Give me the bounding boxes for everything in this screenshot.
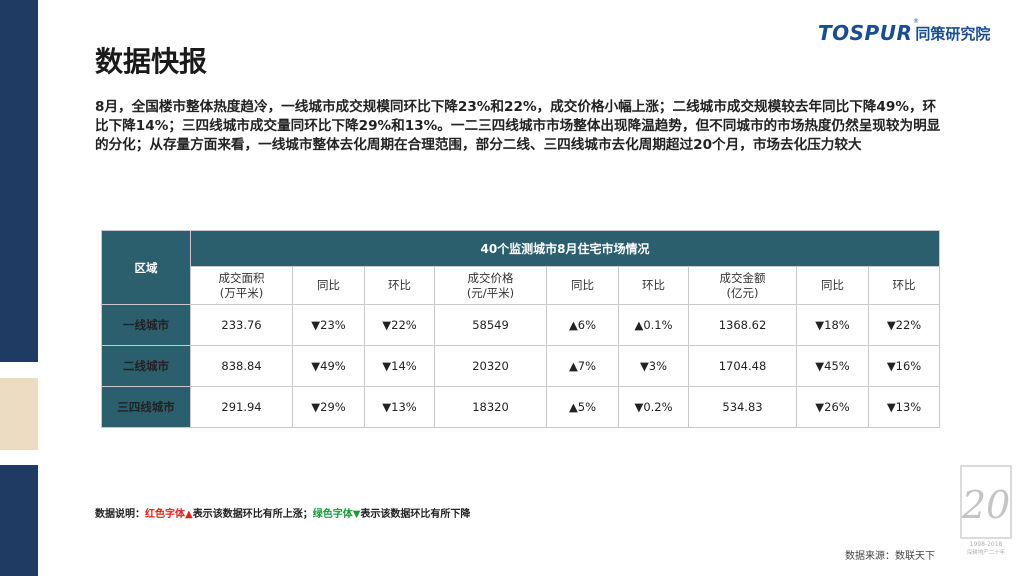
cell-amount-mom: ▼22% (867, 304, 941, 346)
row-region: 一线城市 (101, 304, 191, 346)
page-title: 数据快报 (95, 45, 208, 78)
column-header: 成交金额 (亿元) (688, 266, 797, 305)
data-source: 数据来源：数联天下 (845, 551, 935, 562)
cell-price: 58549 (434, 304, 547, 346)
logo-english: TOSPUR (818, 21, 913, 45)
cell-area: 291.94 (190, 386, 293, 428)
column-header-label: 环比 (642, 278, 665, 292)
column-header-unit: (亿元) (726, 285, 759, 300)
cell-price-mom: ▼0.2% (618, 386, 689, 428)
cell-area: 233.76 (190, 304, 293, 346)
summary-paragraph: 8月，全国楼市整体热度趋冷，一线城市成交规模同环比下降23%和22%，成交价格小… (95, 99, 941, 153)
column-header-unit: (万平米) (219, 285, 264, 300)
column-header-label: 环比 (388, 278, 411, 292)
anniversary-badge: 20 1998-2018 深耕地产二十年 (960, 465, 1012, 556)
column-header: 同比 (546, 266, 619, 305)
table-row: 一线城市 233.76 ▼23% ▼22% 58549 ▲6% ▲0.1% 1368.62 ▼1… (101, 304, 941, 346)
column-header-unit: (元/平米) (466, 285, 515, 300)
cell-amount: 1704.48 (688, 345, 797, 387)
table-main-header: 40个监测城市8月住宅市场情况 (189, 230, 941, 267)
cell-amount: 534.83 (688, 386, 797, 428)
cell-area-yoy: ▼29% (292, 386, 365, 428)
column-header-label: 同比 (317, 278, 340, 292)
row-region: 二线城市 (101, 345, 191, 387)
cell-amount-yoy: ▼18% (796, 304, 869, 346)
badge-years: 1998-2018 (970, 541, 1003, 548)
cell-area: 838.84 (190, 345, 293, 387)
cell-price-yoy: ▲7% (546, 345, 619, 387)
left-band-beige (0, 378, 38, 450)
column-header-label: 成交价格 (467, 270, 514, 285)
cell-price: 20320 (434, 345, 547, 387)
cell-price-yoy: ▲6% (546, 304, 619, 346)
cell-amount: 1368.62 (688, 304, 797, 346)
cell-amount-mom: ▼16% (867, 345, 941, 387)
column-header: 环比 (867, 266, 941, 305)
row-region: 三四线城市 (101, 386, 191, 428)
table-row: 二线城市 838.84 ▼49% ▼14% 20320 ▲7% ▼3% 1704.48 ▼45%… (101, 345, 941, 387)
cell-price: 18320 (434, 386, 547, 428)
table-body: 一线城市 233.76 ▼23% ▼22% 58549 ▲6% ▲0.1% 1368.62 ▼1… (101, 304, 941, 428)
table-row: 三四线城市 291.94 ▼29% ▼13% 18320 ▲5% ▼0.2% 534.83 ▼2… (101, 386, 941, 428)
region-header: 区域 (101, 230, 191, 305)
cell-price-mom: ▲0.1% (618, 304, 689, 346)
cell-area-mom: ▼14% (364, 345, 435, 387)
cell-price-mom: ▼3% (618, 345, 689, 387)
column-header-label: 环比 (892, 278, 916, 292)
cell-area-mom: ▼13% (364, 386, 435, 428)
column-header-label: 成交金额 (719, 270, 766, 285)
column-header: 同比 (292, 266, 365, 305)
note-green-label: 绿色字体▼ (312, 509, 361, 520)
column-header-label: 同比 (571, 278, 594, 292)
column-header: 同比 (796, 266, 869, 305)
cell-area-mom: ▼22% (364, 304, 435, 346)
cell-area-yoy: ▼23% (292, 304, 365, 346)
column-header-label: 同比 (821, 278, 844, 292)
cell-amount-yoy: ▼26% (796, 386, 869, 428)
column-header-row: 成交面积 (万平米) 同比 环比 成交价格 (元/平米) 同比 环比 成交金额 (亿元) 同比 环比 (102, 266, 941, 305)
cell-price-yoy: ▲5% (546, 386, 619, 428)
logo-chinese: 同策研究院 (915, 24, 991, 43)
note-red-label: 红色字体▲ (145, 509, 193, 520)
data-note: 数据说明：红色字体▲表示该数据环比有所上涨；绿色字体▼表示该数据环比有所下降 (95, 505, 470, 520)
left-band-navy-top (0, 0, 38, 362)
note-red-desc: 表示该数据环比有所上涨； (192, 509, 313, 520)
column-header: 成交价格 (元/平米) (434, 266, 547, 305)
cell-amount-mom: ▼13% (867, 386, 941, 428)
left-band-navy-bottom (0, 465, 38, 576)
column-header: 环比 (618, 266, 689, 305)
note-prefix: 数据说明： (95, 509, 145, 520)
cell-amount-yoy: ▼45% (796, 345, 869, 387)
column-header-label: 成交面积 (218, 270, 265, 285)
logo-registered-mark: ® (913, 18, 919, 25)
market-table: 区域 40个监测城市8月住宅市场情况 成交面积 (万平米) 同比 环比 成交价格 (元/平… (101, 230, 941, 428)
column-header: 环比 (364, 266, 435, 305)
note-green-desc: 表示该数据环比有所下降 (360, 509, 471, 520)
cell-area-yoy: ▼49% (292, 345, 365, 387)
column-header: 成交面积 (万平米) (190, 266, 293, 305)
badge-caption: 深耕地产二十年 (967, 548, 1006, 556)
tospur-logo: TOSPUR ® 同策研究院 (818, 18, 991, 46)
badge-number: 20 (961, 483, 1010, 527)
